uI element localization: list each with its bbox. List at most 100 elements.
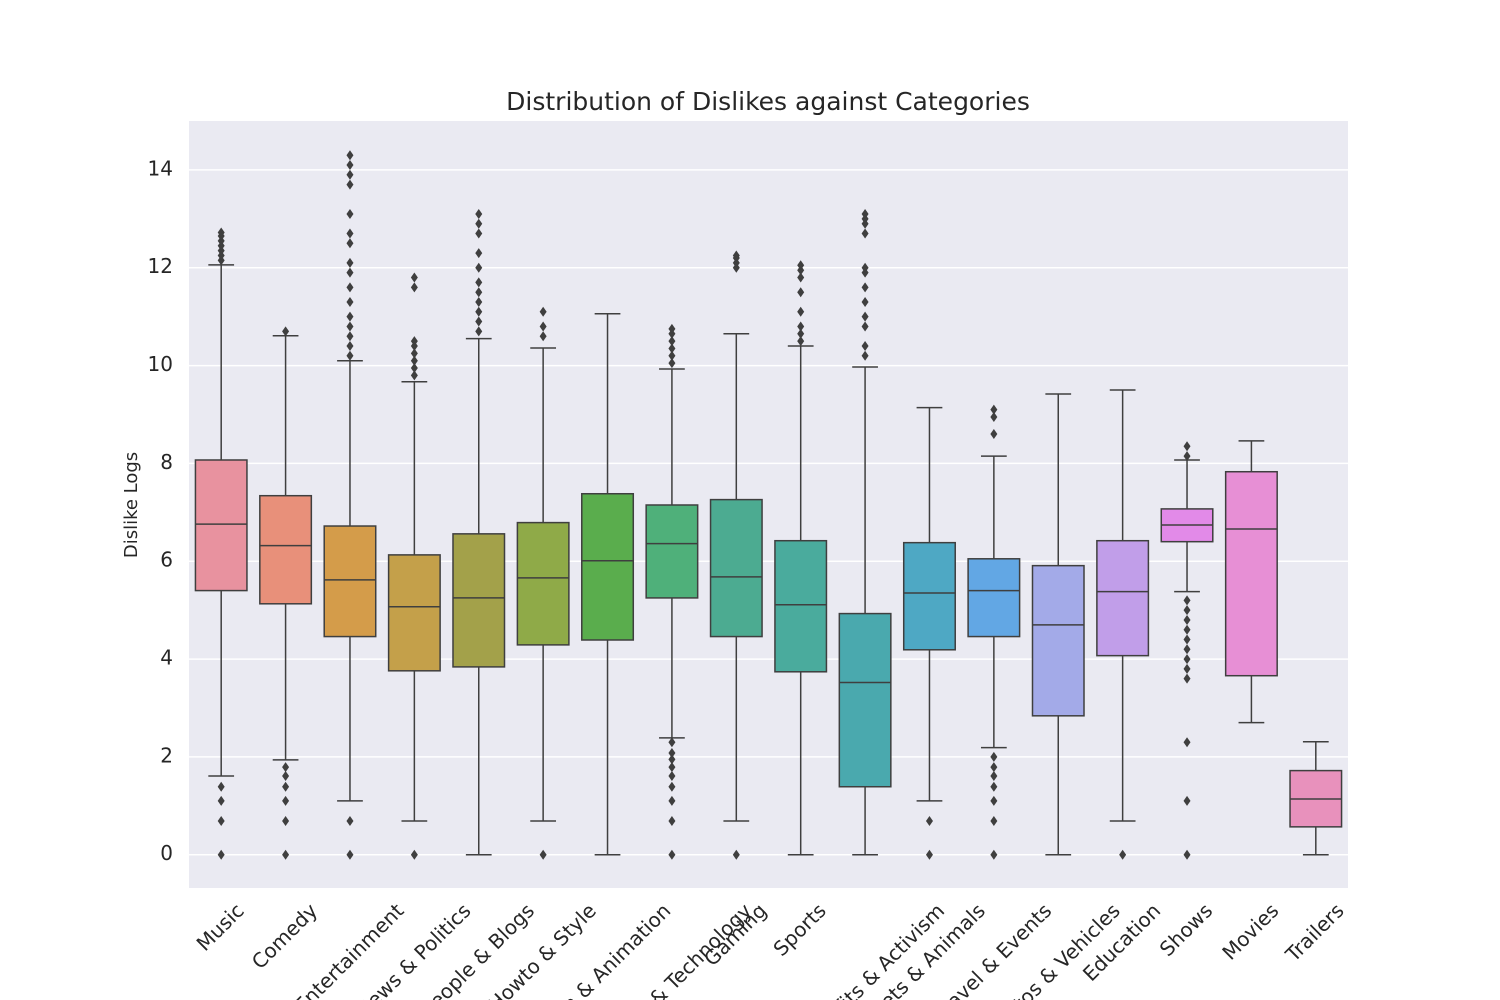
outlier — [475, 277, 483, 288]
outlier — [668, 737, 676, 748]
outlier — [668, 747, 676, 758]
outlier — [346, 257, 354, 268]
outlier — [732, 250, 740, 261]
outlier — [475, 316, 483, 327]
outlier — [475, 228, 483, 239]
outlier — [990, 849, 998, 860]
box — [323, 525, 377, 638]
x-tick-label: Comedy — [247, 898, 322, 973]
outlier — [797, 306, 805, 317]
box — [838, 612, 892, 788]
outlier — [346, 169, 354, 180]
outlier — [1183, 605, 1191, 616]
outlier — [410, 272, 418, 283]
outlier — [797, 336, 805, 347]
outlier — [475, 262, 483, 273]
outlier — [346, 849, 354, 860]
outlier — [410, 282, 418, 293]
outlier — [1183, 849, 1191, 860]
outlier — [668, 358, 676, 369]
box — [581, 492, 635, 641]
x-tick-label: Movies — [1217, 898, 1283, 964]
y-axis-label: Dislike Logs — [121, 452, 142, 558]
outlier — [475, 218, 483, 229]
y-tick-label: 4 — [160, 646, 173, 670]
outlier — [797, 321, 805, 332]
outlier — [346, 228, 354, 239]
y-tick-label: 8 — [160, 450, 173, 474]
box — [1031, 564, 1085, 717]
box — [902, 541, 956, 651]
outlier — [1183, 795, 1191, 806]
box — [1096, 539, 1150, 657]
outlier — [861, 296, 869, 307]
outlier — [990, 404, 998, 415]
outlier — [346, 150, 354, 161]
outlier — [282, 795, 290, 806]
y-tick-label: 0 — [160, 841, 173, 865]
outlier — [861, 341, 869, 352]
outlier — [990, 751, 998, 762]
chart-title: Distribution of Dislikes against Categor… — [506, 87, 1030, 116]
outlier — [410, 363, 418, 374]
outlier — [346, 350, 354, 361]
outlier — [282, 770, 290, 781]
outlier — [668, 343, 676, 354]
outlier — [410, 336, 418, 347]
outlier — [539, 321, 547, 332]
outlier — [861, 350, 869, 361]
outlier — [539, 306, 547, 317]
x-tick-label: Sports — [768, 898, 830, 960]
outlier — [346, 321, 354, 332]
x-tick-label: Music — [192, 898, 249, 955]
outlier — [217, 227, 225, 238]
plot-area — [189, 121, 1348, 888]
x-tick-label: Trailers — [1280, 898, 1348, 966]
outlier — [925, 849, 933, 860]
outlier — [668, 336, 676, 347]
outlier — [346, 311, 354, 322]
outlier — [861, 282, 869, 293]
outlier — [539, 849, 547, 860]
outlier — [475, 296, 483, 307]
outlier — [1183, 614, 1191, 625]
outlier — [797, 260, 805, 271]
y-tick-label: 14 — [148, 156, 173, 180]
outlier — [797, 272, 805, 283]
outlier — [1183, 644, 1191, 655]
outlier — [346, 331, 354, 342]
outlier — [668, 781, 676, 792]
y-tick-label: 10 — [148, 352, 173, 376]
outlier — [990, 795, 998, 806]
outlier — [1183, 673, 1191, 684]
outlier — [861, 311, 869, 322]
outlier — [410, 348, 418, 359]
outlier — [990, 770, 998, 781]
box — [709, 498, 763, 638]
outlier — [410, 355, 418, 366]
outlier — [732, 849, 740, 860]
outlier — [861, 262, 869, 273]
outlier — [475, 208, 483, 219]
outlier — [475, 287, 483, 298]
outlier — [282, 849, 290, 860]
outlier — [1183, 737, 1191, 748]
x-tick-label: Shows — [1155, 898, 1218, 961]
outlier — [861, 228, 869, 239]
box — [259, 494, 313, 605]
outlier — [1183, 451, 1191, 462]
outlier — [282, 326, 290, 337]
box — [967, 558, 1021, 638]
y-tick-label: 12 — [148, 254, 173, 278]
outlier — [539, 331, 547, 342]
outlier — [1183, 595, 1191, 606]
outlier — [668, 754, 676, 765]
outlier — [797, 328, 805, 339]
y-tick-label: 6 — [160, 548, 173, 572]
outlier — [346, 179, 354, 190]
outlier — [346, 296, 354, 307]
outlier — [1183, 634, 1191, 645]
outlier — [668, 849, 676, 860]
outlier — [410, 370, 418, 381]
